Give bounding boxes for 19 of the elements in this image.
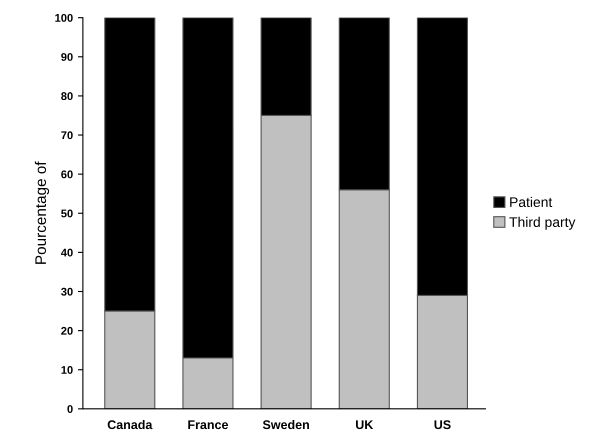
x-tick-label: France: [188, 420, 228, 430]
legend-label: Third party: [509, 216, 576, 230]
y-tick-label: 50: [61, 210, 73, 218]
y-tick-label: 40: [60, 248, 73, 257]
y-tick-label: 0: [67, 405, 73, 413]
y-tick-label: 60: [61, 170, 73, 178]
legend-label: Patient: [510, 196, 552, 208]
x-tick-label: Sweden: [262, 420, 309, 430]
y-tick-label: 80: [61, 92, 73, 100]
y-tick-label: 90: [61, 53, 73, 61]
x-tick-label: UK: [356, 420, 374, 430]
y-tick-label: 70: [61, 131, 73, 140]
x-tick-label: US: [434, 420, 451, 430]
y-axis-title: Pourcentage of: [34, 161, 50, 264]
y-tick-label: 10: [62, 366, 73, 374]
y-tick-label: 30: [61, 288, 73, 296]
y-tick-label: 100: [55, 14, 73, 22]
x-tick-label: Canada: [108, 420, 152, 430]
y-tick-label: 20: [61, 326, 73, 335]
